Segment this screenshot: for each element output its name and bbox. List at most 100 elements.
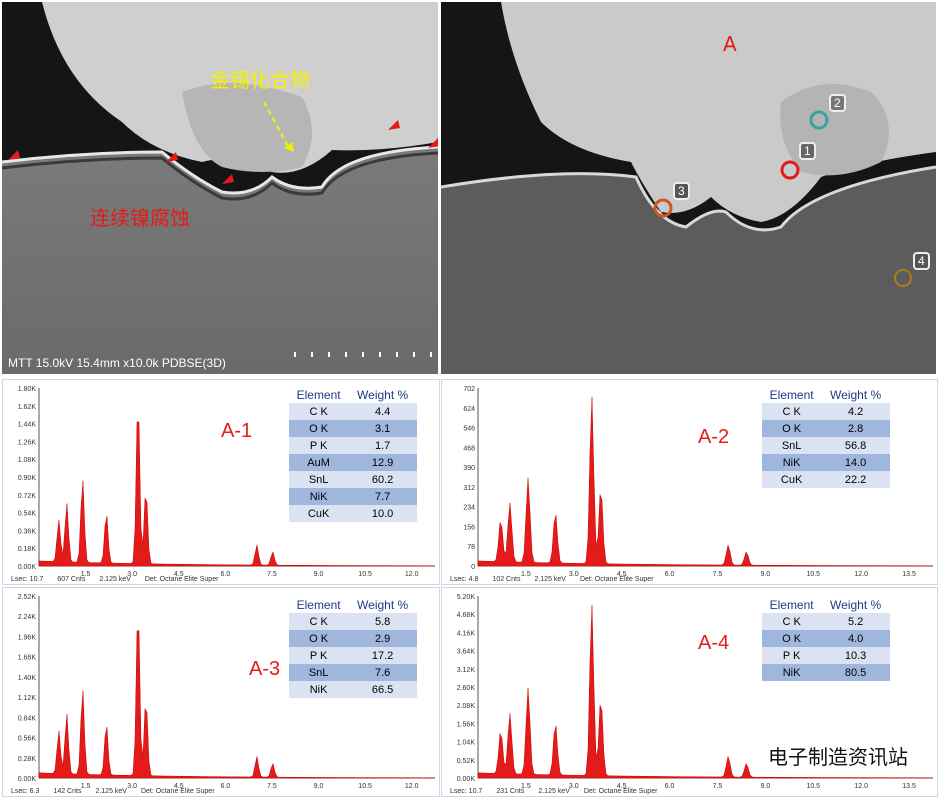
table-cell: 14.0 [821,454,890,471]
x-tick-label: 3.0 [569,571,579,578]
footer-item: Lsec: 6.3 [11,788,40,795]
table-cell: NiK [289,681,349,698]
y-tick-label: 0.00K [457,776,476,783]
y-tick-label: 0.54K [18,511,37,518]
x-tick-label: 7.5 [267,571,277,578]
x-tick-label: 7.5 [267,783,277,790]
table-cell: 5.8 [348,613,417,630]
table-row: NiK 7.7 [289,488,417,505]
table-cell: SnL [289,664,349,681]
y-tick-label: 390 [463,465,475,472]
table-cell: O K [762,630,822,647]
table-cell: C K [762,403,822,420]
table-row: P K 17.2 [289,647,417,664]
footer-item: Lsec: 4.8 [450,576,479,583]
table-header: Element [296,597,341,612]
table-row: P K 10.3 [762,647,890,664]
table-cell: SnL [762,437,822,454]
y-tick-label: 4.68K [457,612,476,619]
marker-3: 3 [673,182,690,200]
x-tick-label: 1.5 [521,783,531,790]
table-header: Weight % [830,597,882,612]
table-cell: 7.7 [348,488,417,505]
x-tick-label: 3.0 [127,783,137,790]
sem-left-graphic [2,2,438,374]
x-tick-label: 9.0 [314,571,324,578]
table-cell: 56.8 [821,437,890,454]
spectrum-trace [38,421,436,567]
y-tick-label: 1.68K [18,655,37,662]
footer-item: 2.125 keV [99,576,131,583]
table-cell: 60.2 [348,471,417,488]
y-tick-label: 0.36K [18,528,37,535]
y-tick-label: 0.90K [18,475,37,482]
spectrum-trace [38,630,436,779]
composition-table: Element Weight % C K 4.2 O K 2.8 SnL 56.8 NiK 14.… [762,386,890,488]
sem-footer: MTT 15.0kV 15.4mm x10.0k PDBSE(3D) [8,356,226,370]
table-cell: P K [289,437,349,454]
x-tick-label: 12.0 [854,783,868,790]
x-tick-label: 6.0 [220,571,230,578]
table-row: O K 3.1 [289,420,417,437]
footer-item: 607 Cnts [57,576,86,583]
table-cell: CuK [289,505,349,522]
table-cell: C K [289,403,349,420]
table-cell: O K [289,630,349,647]
table-row: C K 4.2 [762,403,890,420]
y-tick-label: 1.26K [18,439,37,446]
table-row: O K 4.0 [762,630,890,647]
table-cell: 22.2 [821,471,890,488]
x-tick-label: 12.0 [854,571,868,578]
sem-image-right: A 1 2 3 4 [441,2,936,374]
table-header: Element [769,387,814,402]
y-tick-label: 1.12K [18,695,37,702]
table-cell: NiK [762,454,822,471]
x-tick-label: 12.0 [405,783,419,790]
table-row: NiK 66.5 [289,681,417,698]
table-header: Element [769,597,814,612]
footer-item: Lsec: 10.7 [450,788,483,795]
table-row: C K 5.2 [762,613,890,630]
y-tick-label: 2.52K [18,594,37,601]
eds-spectrum: 702 624 546 468 390 312 234 156 78 0 1.5 3.0 4.5 6.0 7… [463,386,934,578]
x-tick-label: 9.0 [761,783,771,790]
table-cell: 3.1 [348,420,417,437]
table-cell: 7.6 [348,664,417,681]
panel-title: A-3 [249,658,281,680]
y-tick-label: 3.64K [457,649,476,656]
table-row: SnL 60.2 [289,471,417,488]
y-tick-label: 0.84K [18,715,37,722]
x-tick-label: 6.0 [665,783,675,790]
panel-footer: Lsec: 4.8 102 Cnts 2.125 keV Det: Octane El… [450,576,668,583]
y-tick-label: 4.16K [457,630,476,637]
marker-4: 4 [913,252,930,270]
y-tick-label: 2.60K [457,685,476,692]
eds-spectrum: 1.80K 1.62K 1.44K 1.26K 1.08K 0.90K 0.72K 0.54K… [18,386,436,578]
y-tick-label: 2.24K [18,614,37,621]
footer-item: Det: Octane Elite Super [583,788,658,795]
y-tick-label: 1.44K [18,422,37,429]
x-tick-label: 12.0 [405,571,419,578]
x-tick-label: 6.0 [665,571,675,578]
x-tick-label: 10.5 [358,571,372,578]
eds-panel-a3: 2.52K 2.24K 1.96K 1.68K 1.40K 1.12K 0.84K 0.56K… [2,587,440,797]
panel-footer: Lsec: 10.7 231 Cnts 2.125 keV Det: Octane E… [450,788,671,795]
y-tick-label: 0.00K [18,776,37,783]
table-header: Weight % [830,387,882,402]
table-row: O K 2.8 [762,420,890,437]
table-header: Weight % [357,597,409,612]
x-tick-label: 10.5 [358,783,372,790]
panel-title: A-4 [698,632,730,654]
y-tick-label: 0.52K [457,758,476,765]
composition-table: Element Weight % C K 5.2 O K 4.0 P K 10.3 NiK 80.… [762,596,890,681]
composition-table: Element Weight % C K 4.4 O K 3.1 P K 1.7 AuM 12.9… [289,386,417,522]
table-cell: 10.0 [348,505,417,522]
table-cell: 4.0 [821,630,890,647]
y-tick-label: 0.00K [18,564,37,571]
y-tick-label: 702 [463,386,475,393]
table-cell: 12.9 [348,454,417,471]
table-row: AuM 12.9 [289,454,417,471]
table-row: P K 1.7 [289,437,417,454]
y-tick-label: 624 [463,406,475,413]
y-tick-label: 0.28K [18,756,37,763]
